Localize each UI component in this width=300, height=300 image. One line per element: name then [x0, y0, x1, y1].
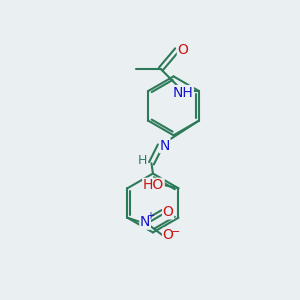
Text: +: +	[146, 211, 154, 221]
Text: O: O	[163, 228, 173, 242]
Text: H: H	[137, 154, 147, 167]
Text: HO: HO	[143, 178, 164, 192]
Text: −: −	[170, 227, 180, 237]
Text: O: O	[177, 43, 188, 57]
Text: N: N	[140, 215, 150, 229]
Text: NH: NH	[172, 85, 193, 100]
Text: O: O	[163, 205, 173, 219]
Text: N: N	[160, 139, 170, 153]
